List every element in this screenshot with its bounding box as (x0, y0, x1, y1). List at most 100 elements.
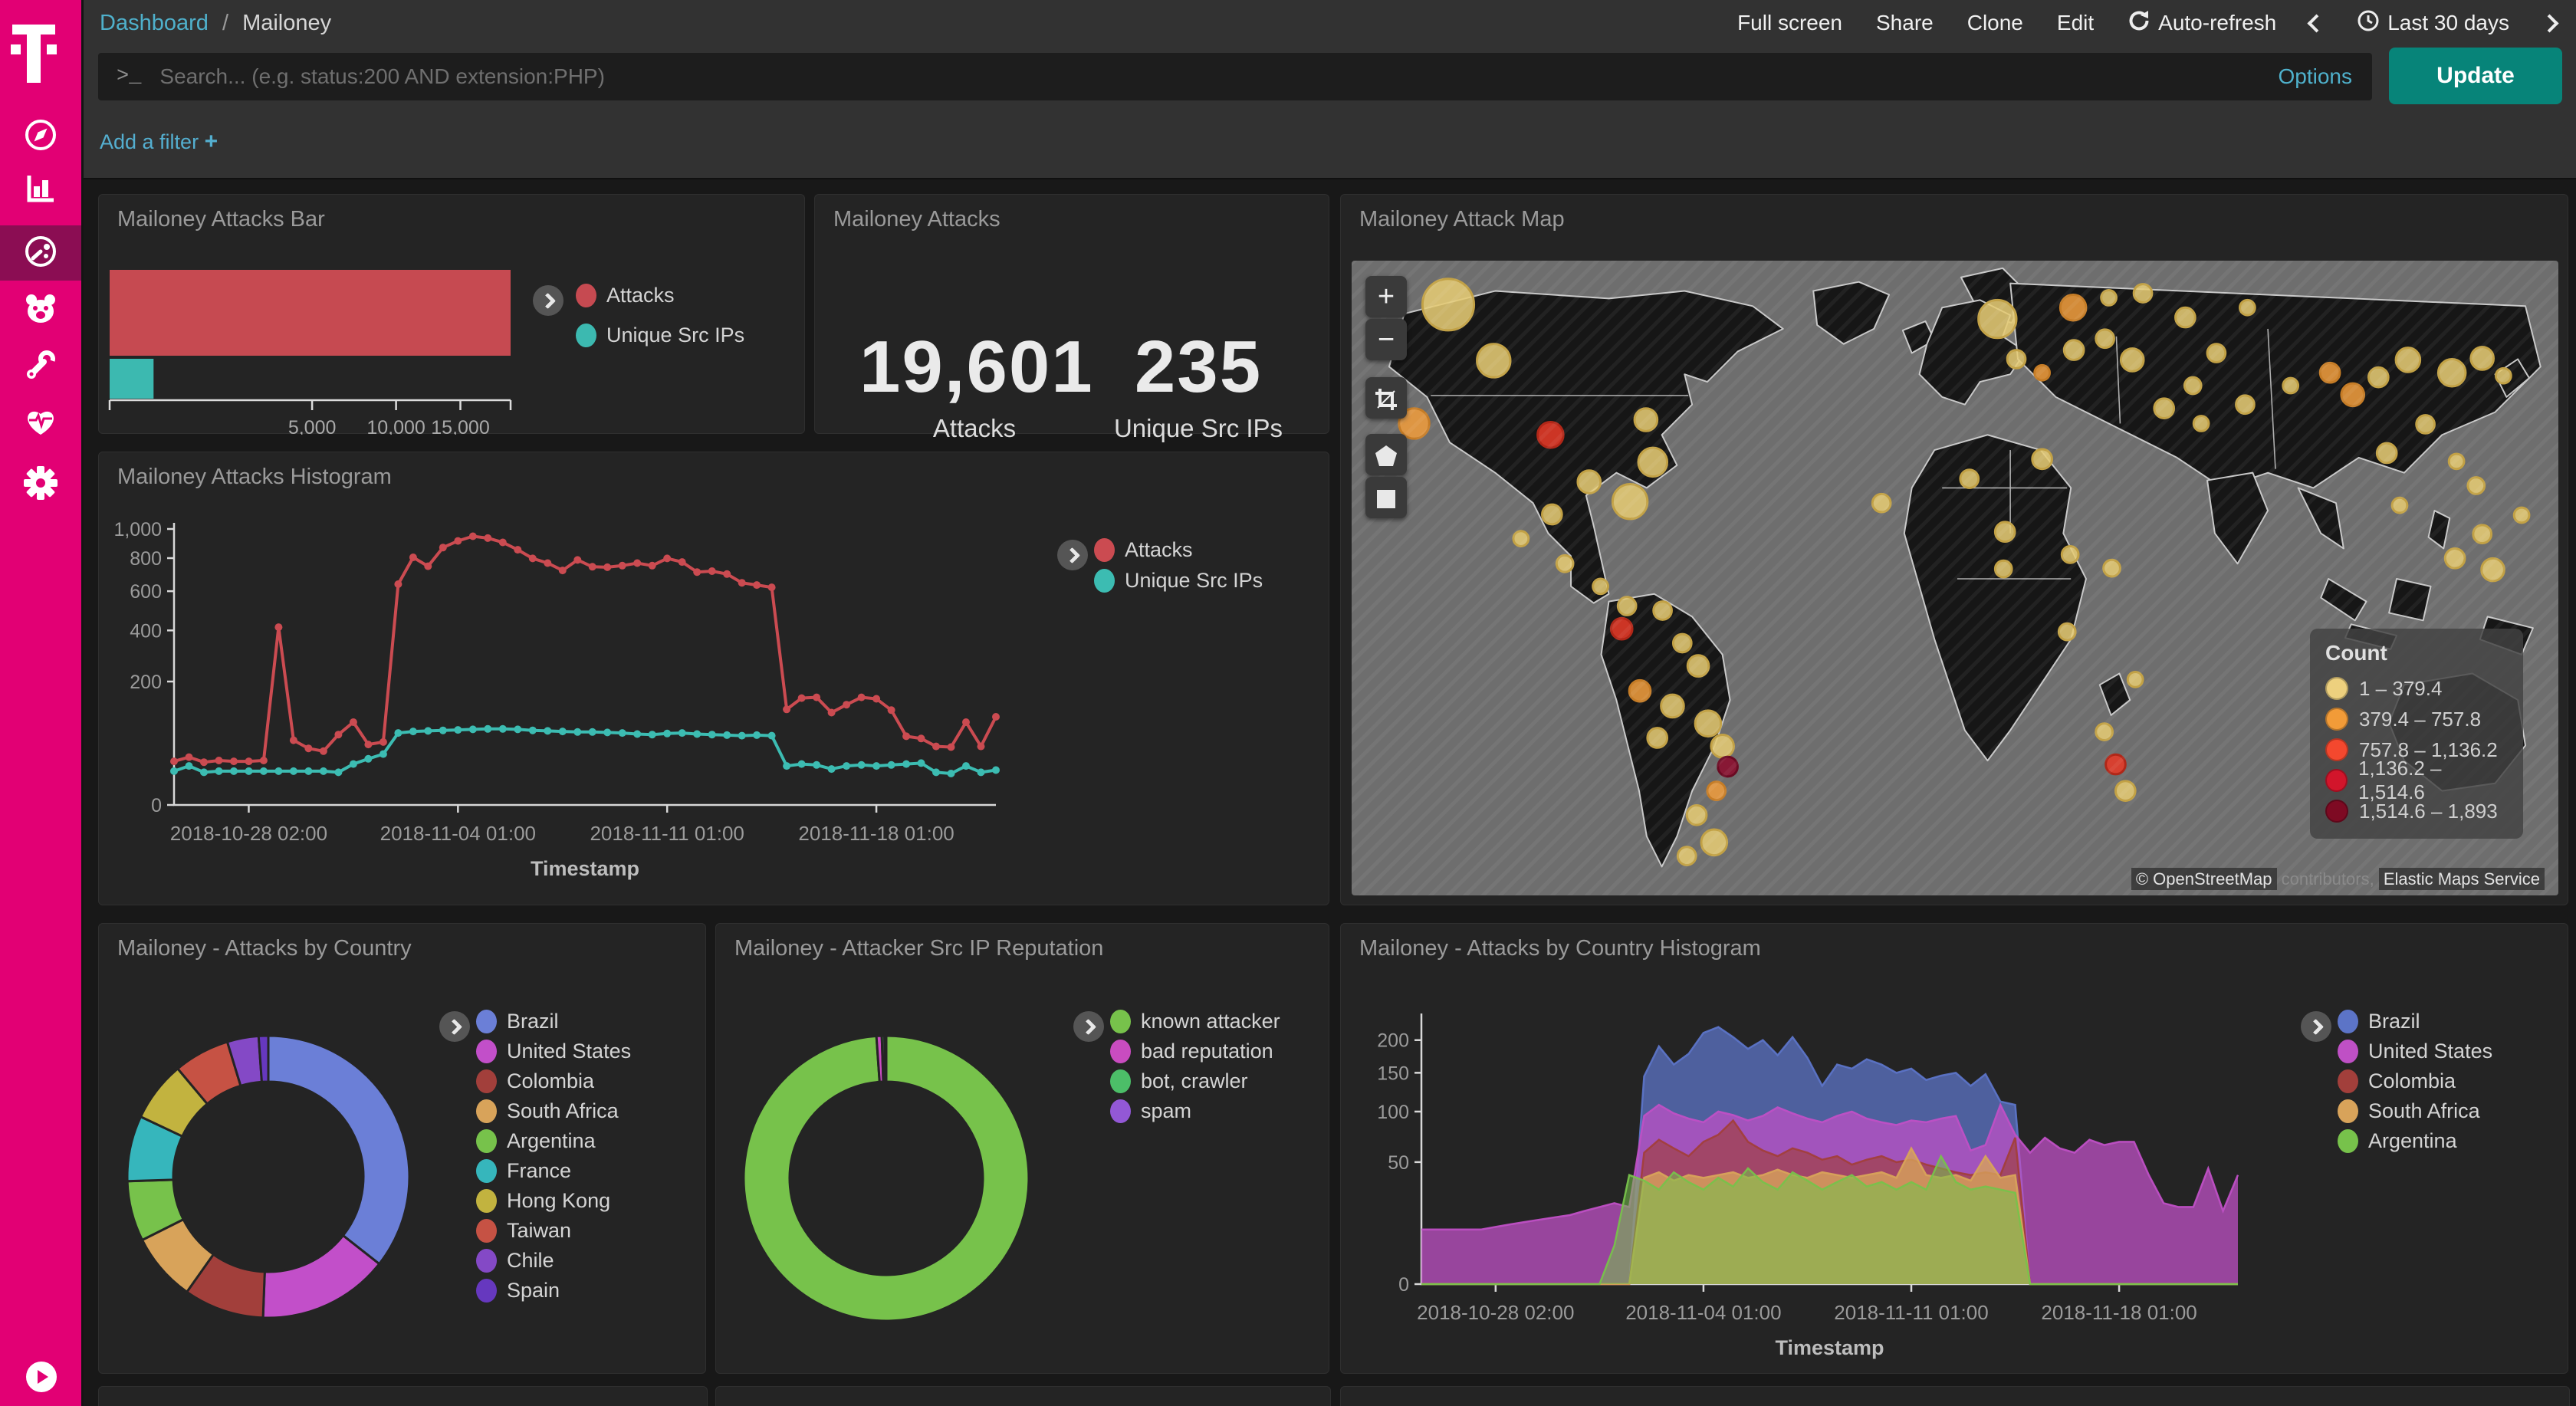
legend-item[interactable]: United States (2338, 1036, 2492, 1066)
auto-refresh-button[interactable]: Auto-refresh (2128, 9, 2276, 38)
zoom-out-button[interactable]: − (1365, 319, 1407, 360)
svg-text:200: 200 (130, 672, 162, 693)
play-icon (38, 1370, 48, 1384)
legend-item[interactable]: France (476, 1156, 631, 1185)
legend-item[interactable]: Chile (476, 1246, 631, 1275)
legend-item[interactable]: spam (1110, 1096, 1280, 1125)
legend-item[interactable]: Brazil (2338, 1007, 2492, 1036)
legend-item[interactable]: Spain (476, 1276, 631, 1305)
polygon-tool-button[interactable] (1365, 434, 1407, 475)
legend-toggle-icon[interactable] (533, 285, 564, 316)
search-box: >_ Options (98, 53, 2372, 100)
clone-button[interactable]: Clone (1967, 11, 2023, 34)
legend-dot (476, 1188, 497, 1213)
attacks-histogram-chart[interactable]: 0 200 400 600 800 1,000 2018-10-28 02:00 2018-1… (99, 452, 1330, 906)
legend-item[interactable]: South Africa (476, 1096, 631, 1125)
svg-text:600: 600 (130, 581, 162, 603)
legend-item[interactable]: bad reputation (1110, 1036, 1280, 1066)
breadcrumb: Dashboard / Mailoney (100, 11, 331, 36)
panel-title: Mailoney Attacks (833, 207, 1001, 232)
legend-item[interactable]: United States (476, 1036, 631, 1066)
legend-toggle-icon[interactable] (2301, 1011, 2331, 1042)
panel-attacks-by-country-histogram: Mailoney - Attacks by Country Histogram … (1340, 923, 2568, 1374)
svg-text:200: 200 (1377, 1030, 1409, 1052)
osm-link[interactable]: © OpenStreetMap (2131, 868, 2277, 890)
legend-dot (476, 1069, 497, 1093)
legend-item[interactable]: Brazil (476, 1007, 631, 1036)
country-pie-chart[interactable] (99, 924, 705, 1373)
sidebar-item-dashboard[interactable] (0, 225, 81, 281)
legend-item[interactable]: Hong Kong (476, 1186, 631, 1215)
attacks-bar-chart[interactable]: 5,000 10,000 15,000 (99, 195, 806, 439)
legend-dot (1110, 1099, 1131, 1123)
legend-toggle-icon[interactable] (1073, 1011, 1104, 1042)
crop-tool-button[interactable] (1365, 377, 1407, 419)
panel-title: Mailoney - Attacks by Country (117, 936, 412, 961)
time-back-chevron[interactable] (2307, 13, 2326, 33)
svg-text:5,000: 5,000 (288, 417, 337, 435)
search-input[interactable] (158, 64, 2279, 90)
legend-item[interactable]: Unique Src IPs (1094, 566, 1263, 595)
full-screen-button[interactable]: Full screen (1737, 11, 1842, 34)
sidebar-item-discover[interactable] (0, 110, 81, 163)
legend-item[interactable]: Attacks (1094, 535, 1263, 564)
sidebar-item-timelion[interactable] (0, 284, 81, 337)
svg-text:0: 0 (151, 795, 162, 816)
time-range-picker[interactable]: Last 30 days (2357, 9, 2509, 38)
reputation-pie-chart[interactable] (716, 924, 1329, 1373)
sidebar-item-visualize[interactable] (0, 163, 81, 217)
legend-dot (476, 1128, 497, 1153)
legend-item[interactable]: Taiwan (476, 1216, 631, 1245)
share-button[interactable]: Share (1876, 11, 1934, 34)
heart-pulse-icon (23, 404, 58, 443)
query-bar: >_ Options Update (81, 46, 2576, 106)
svg-text:15,000: 15,000 (431, 417, 489, 435)
legend-item[interactable]: Attacks (576, 281, 744, 310)
svg-text:100: 100 (1377, 1102, 1409, 1123)
panel-attacks-histogram: Mailoney Attacks Histogram 0 200 400 600 800… (98, 452, 1329, 905)
legend-item[interactable]: Colombia (2338, 1066, 2492, 1096)
legend-item[interactable]: Unique Src IPs (576, 320, 744, 350)
metric-unique-ips: 235 Unique Src IPs (1083, 325, 1313, 443)
legend-toggle-icon[interactable] (1057, 540, 1088, 570)
legend-item[interactable]: South Africa (2338, 1096, 2492, 1125)
legend-dot (476, 1009, 497, 1033)
breadcrumb-dashboard-link[interactable]: Dashboard (100, 10, 209, 35)
ems-link[interactable]: Elastic Maps Service (2378, 868, 2545, 890)
sidebar-item-monitoring[interactable] (0, 396, 81, 450)
map-legend-title: Count (2325, 641, 2387, 665)
legend-dot (1110, 1039, 1131, 1063)
svg-text:2018-11-11 01:00: 2018-11-11 01:00 (1834, 1301, 1988, 1324)
edit-button[interactable]: Edit (2056, 11, 2095, 34)
metric-value: 19,601 (859, 326, 1094, 408)
legend-dot (476, 1099, 497, 1123)
map-legend: Count 1 – 379.4 379.4 – 757.8 757.8 – 1,… (2310, 629, 2523, 839)
legend-toggle-icon[interactable] (439, 1011, 470, 1042)
zoom-in-button[interactable]: + (1365, 276, 1407, 317)
legend-item[interactable]: bot, crawler (1110, 1066, 1280, 1096)
legend-dot (2325, 738, 2348, 761)
time-forward-chevron[interactable] (2540, 13, 2559, 33)
panel-title: Mailoney - Attacks by Country Histogram (1359, 936, 1761, 961)
update-button[interactable]: Update (2389, 48, 2562, 104)
options-link[interactable]: Options (2278, 64, 2353, 88)
legend-item[interactable]: Argentina (2338, 1126, 2492, 1155)
sidebar-collapse-button[interactable] (26, 1362, 57, 1392)
country-area-chart[interactable]: 0 50 100 150 200 2018-10-28 02:00 2018-11-04 0… (1341, 924, 2569, 1375)
legend-item[interactable]: Colombia (476, 1066, 631, 1096)
legend-dot (476, 1039, 497, 1063)
legend-item[interactable]: known attacker (1110, 1007, 1280, 1036)
panel-src-ip-reputation: Mailoney - Attacker Src IP Reputation kn… (715, 923, 1329, 1374)
add-filter-link[interactable]: Add a filter + (100, 129, 219, 154)
telekom-logo[interactable] (11, 20, 57, 87)
legend-item[interactable]: Argentina (476, 1126, 631, 1155)
world-map[interactable]: + − Count 1 – 379.4 379.4 – 757.8 757.8 … (1352, 261, 2558, 895)
legend-dot (2338, 1128, 2358, 1153)
sidebar (0, 0, 84, 1406)
rectangle-tool-button[interactable] (1365, 477, 1407, 518)
map-attribution: © OpenStreetMap contributors, Elastic Ma… (2131, 868, 2545, 890)
svg-text:2018-11-18 01:00: 2018-11-18 01:00 (2041, 1301, 2196, 1324)
sidebar-item-management[interactable] (0, 458, 81, 511)
svg-text:2018-10-28 02:00: 2018-10-28 02:00 (170, 822, 327, 845)
sidebar-item-dev-tools[interactable] (0, 341, 81, 395)
